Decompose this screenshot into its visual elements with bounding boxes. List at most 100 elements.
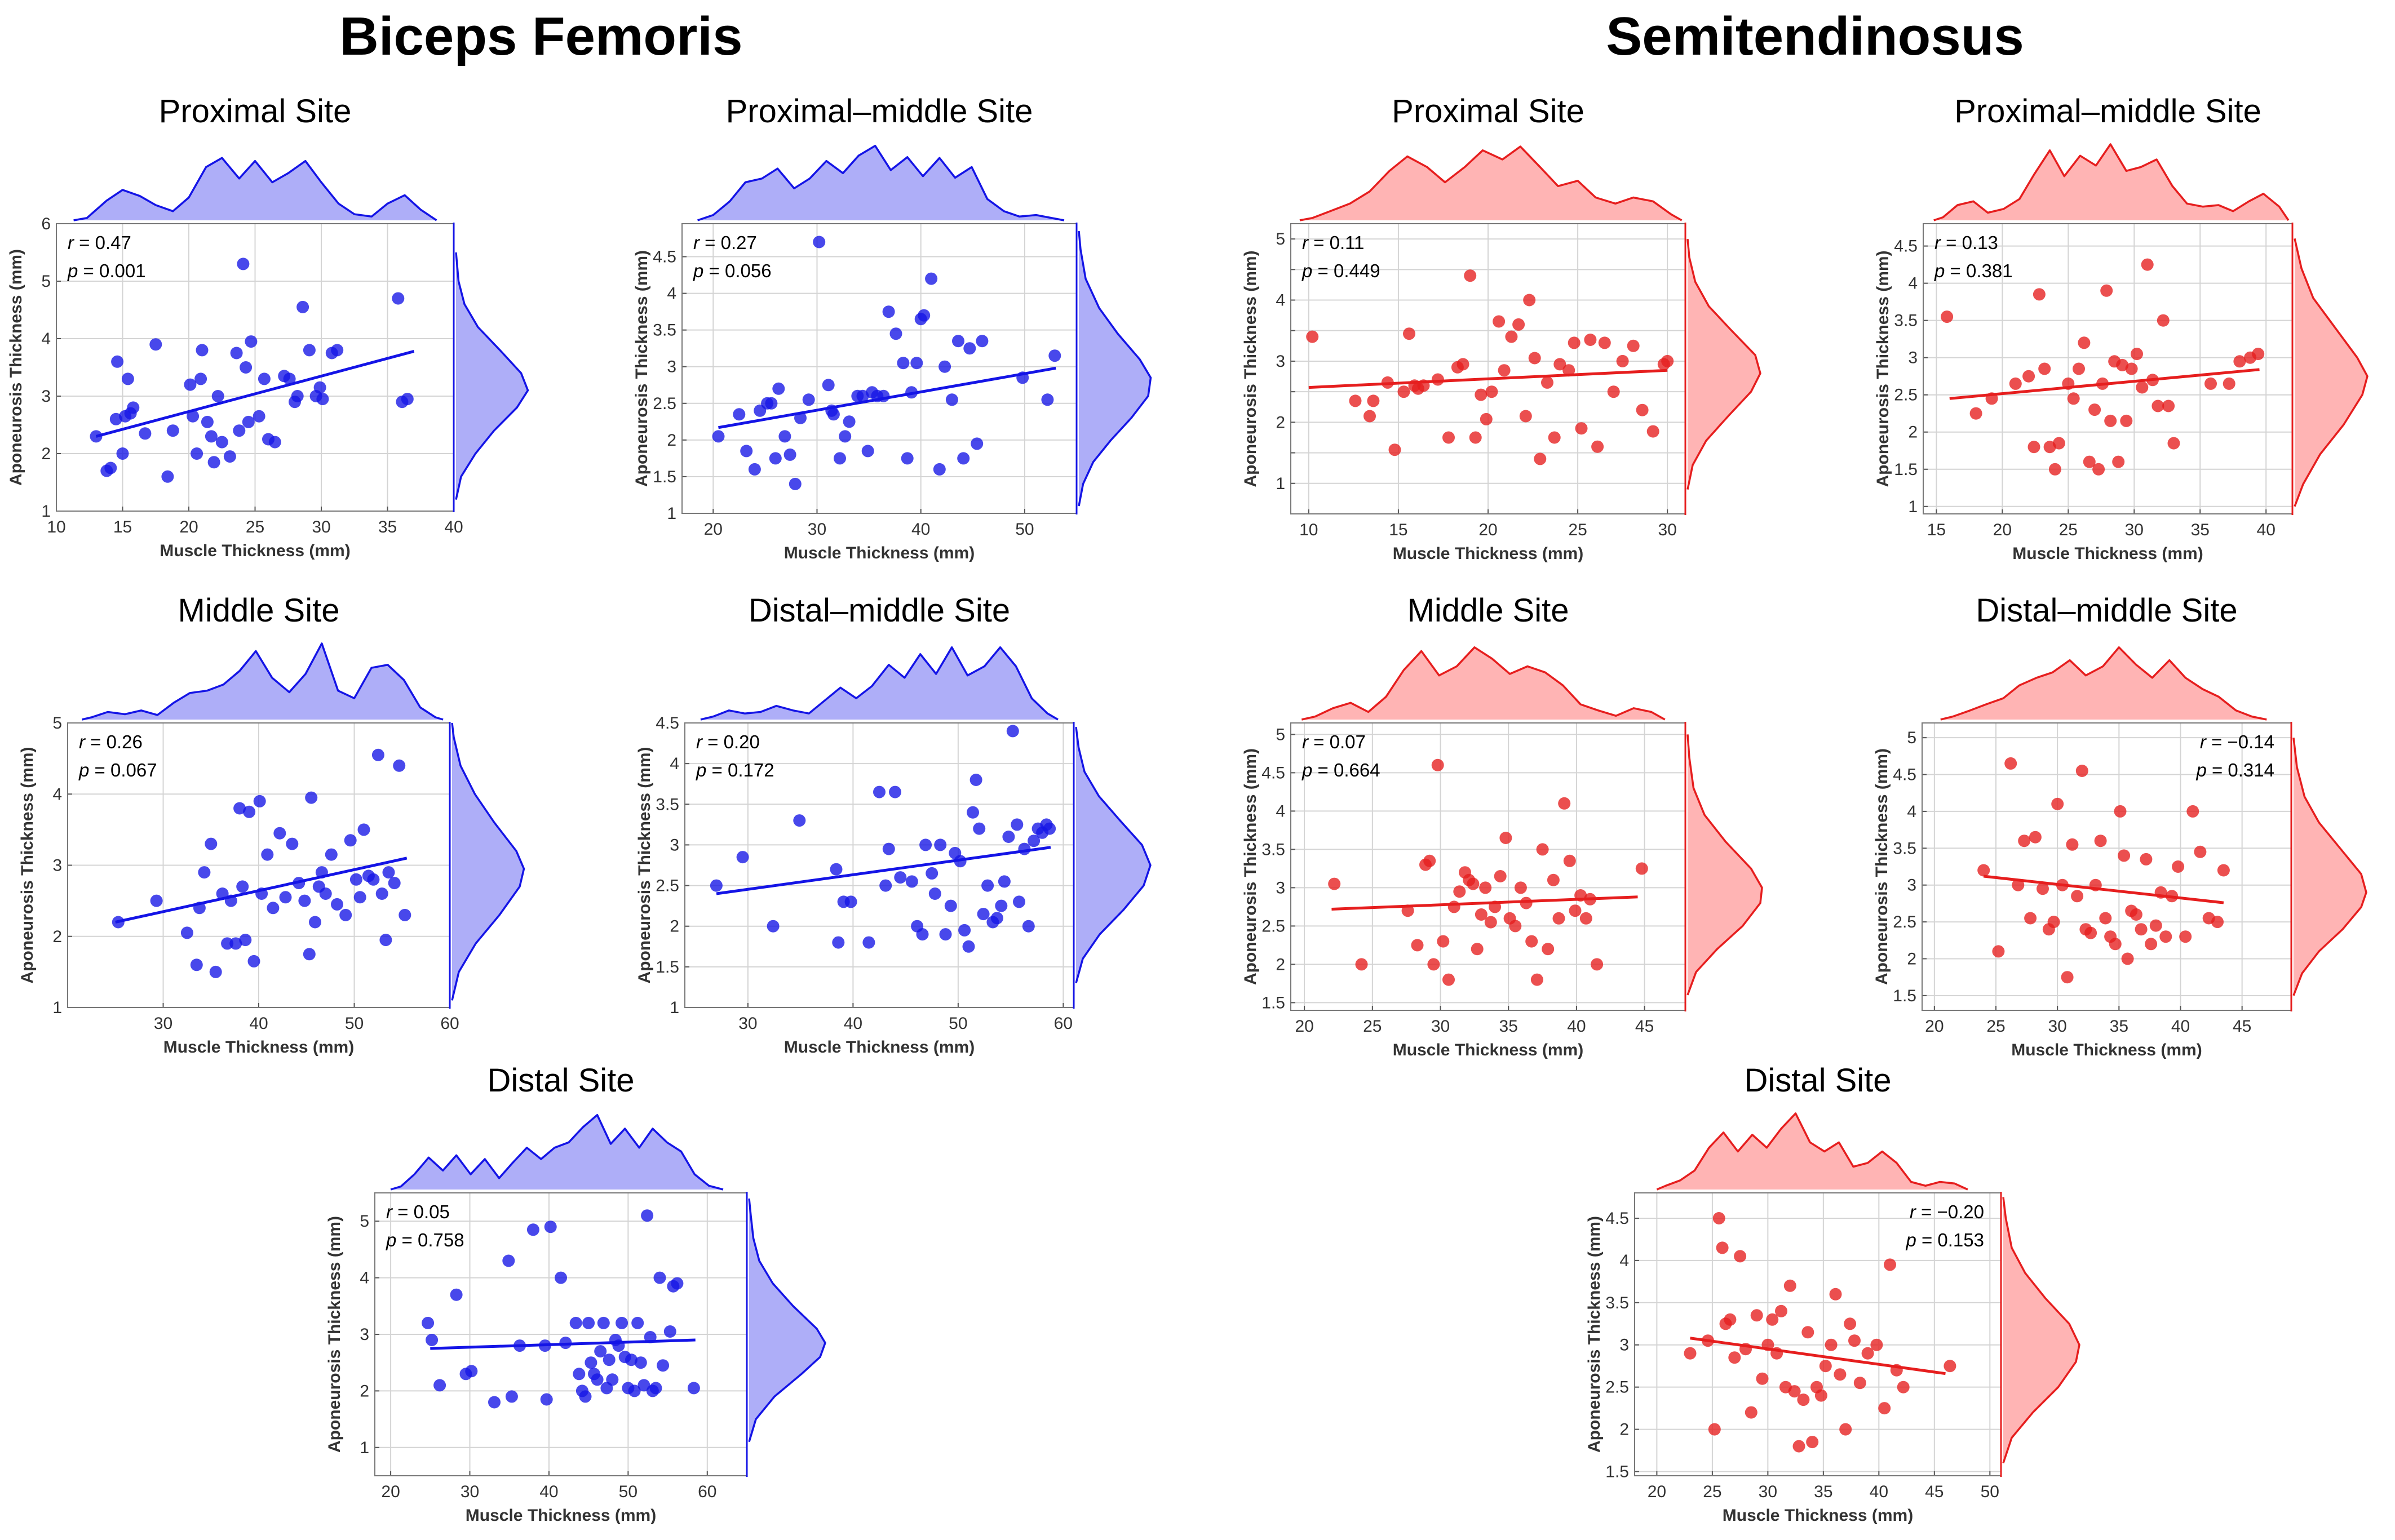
data-point (2024, 912, 2037, 925)
data-point (2120, 414, 2133, 427)
data-point (1661, 354, 1674, 367)
data-point (2066, 838, 2079, 851)
data-point (1464, 269, 1477, 282)
data-point (319, 887, 332, 900)
x-tick-label: 35 (2110, 1017, 2128, 1036)
data-point (1750, 1309, 1763, 1322)
data-point (793, 814, 806, 827)
data-point (331, 344, 344, 357)
data-point (926, 867, 938, 880)
data-point (582, 1316, 595, 1329)
y-tick-label: 4 (41, 330, 51, 348)
data-point (273, 827, 286, 840)
data-point (2179, 930, 2192, 943)
data-point (2223, 377, 2235, 390)
data-point (2159, 930, 2172, 943)
data-point (305, 791, 318, 804)
data-point (925, 272, 938, 285)
x-axis-label: Muscle Thickness (mm) (1393, 544, 1583, 563)
r-statistic: r = 0.11 (1302, 232, 1364, 253)
right-density-fill (452, 723, 524, 1001)
data-point (844, 895, 857, 908)
x-axis-label: Muscle Thickness (mm) (784, 1038, 975, 1057)
right-density-curve (748, 1198, 826, 1443)
data-point (1520, 897, 1533, 909)
panel-8: 20 25 30 35 40 45 1.5 2 2.5 3 3.5 4 4.5 5 r = 0.07 p = … (1241, 592, 1763, 1059)
data-point (1431, 758, 1444, 771)
data-point (111, 355, 124, 368)
x-tick-label: 25 (1703, 1483, 1721, 1501)
data-point (591, 1373, 604, 1386)
data-point (149, 338, 162, 351)
data-point (245, 335, 258, 348)
data-point (2092, 463, 2105, 476)
data-point (1480, 412, 1493, 425)
data-point (433, 1379, 446, 1392)
data-point (1839, 1423, 1852, 1436)
data-point (873, 785, 886, 798)
data-point (426, 1334, 439, 1346)
data-point (2167, 437, 2180, 450)
data-point (1388, 443, 1401, 456)
y-tick-label: 2 (52, 927, 62, 946)
data-point (933, 463, 946, 476)
x-axis-label: Muscle Thickness (mm) (160, 542, 350, 560)
data-point (573, 1368, 586, 1381)
data-point (1969, 407, 1982, 420)
data-point (2099, 912, 2112, 925)
data-point (1788, 1385, 1801, 1398)
data-point (379, 934, 392, 947)
right-density-curve (2292, 738, 2367, 996)
data-point (2083, 455, 2096, 468)
p-value: p = 0.001 (67, 260, 146, 281)
x-tick-label: 30 (1759, 1483, 1777, 1501)
data-point (237, 258, 250, 270)
data-point (1471, 943, 1484, 956)
x-axis-label: Muscle Thickness (mm) (1393, 1041, 1583, 1059)
top-density-curve (1301, 646, 1666, 721)
data-point (1475, 908, 1488, 921)
x-tick-label: 20 (1993, 521, 2012, 539)
data-point (1469, 431, 1482, 444)
x-tick-label: 25 (1568, 521, 1587, 539)
data-point (2112, 455, 2125, 468)
data-point (1494, 870, 1507, 882)
data-point (1548, 431, 1561, 444)
data-point (211, 390, 224, 402)
data-point (1569, 904, 1582, 917)
data-point (2084, 926, 2097, 939)
data-point (205, 837, 218, 850)
x-tick-label: 15 (113, 518, 132, 536)
data-point (1684, 1347, 1697, 1360)
data-point (2136, 381, 2149, 394)
x-tick-label: 25 (246, 518, 264, 536)
data-point (861, 445, 874, 458)
x-tick-label: 35 (1814, 1483, 1832, 1501)
data-point (778, 430, 791, 443)
data-point (1509, 920, 1522, 933)
data-point (283, 372, 296, 385)
data-point (221, 937, 234, 950)
data-point (1728, 1351, 1741, 1364)
y-tick-label: 2.5 (656, 877, 679, 895)
y-tick-label: 4 (52, 785, 62, 804)
data-point (1542, 943, 1555, 956)
p-value: p = 0.314 (2195, 760, 2274, 780)
data-point (1498, 364, 1511, 377)
right-density-fill (1079, 231, 1151, 506)
data-point (127, 401, 140, 414)
y-tick-label: 5 (41, 272, 51, 291)
data-point (1528, 352, 1541, 365)
data-point (1745, 1406, 1757, 1419)
panel-2: 20 30 40 50 1 1.5 2 2.5 3 3.5 4 4.5 r = 0.27 p = 0.05… (632, 93, 1152, 562)
regression-line (1690, 1337, 1946, 1375)
x-tick-label: 35 (378, 518, 397, 536)
data-point (104, 461, 117, 474)
data-point (813, 236, 826, 248)
data-point (1563, 854, 1576, 867)
x-tick-label: 20 (1295, 1017, 1313, 1036)
top-density-fill (701, 647, 1058, 720)
data-point (2033, 288, 2046, 301)
data-point (862, 936, 875, 949)
top-density-fill (1940, 647, 2267, 720)
